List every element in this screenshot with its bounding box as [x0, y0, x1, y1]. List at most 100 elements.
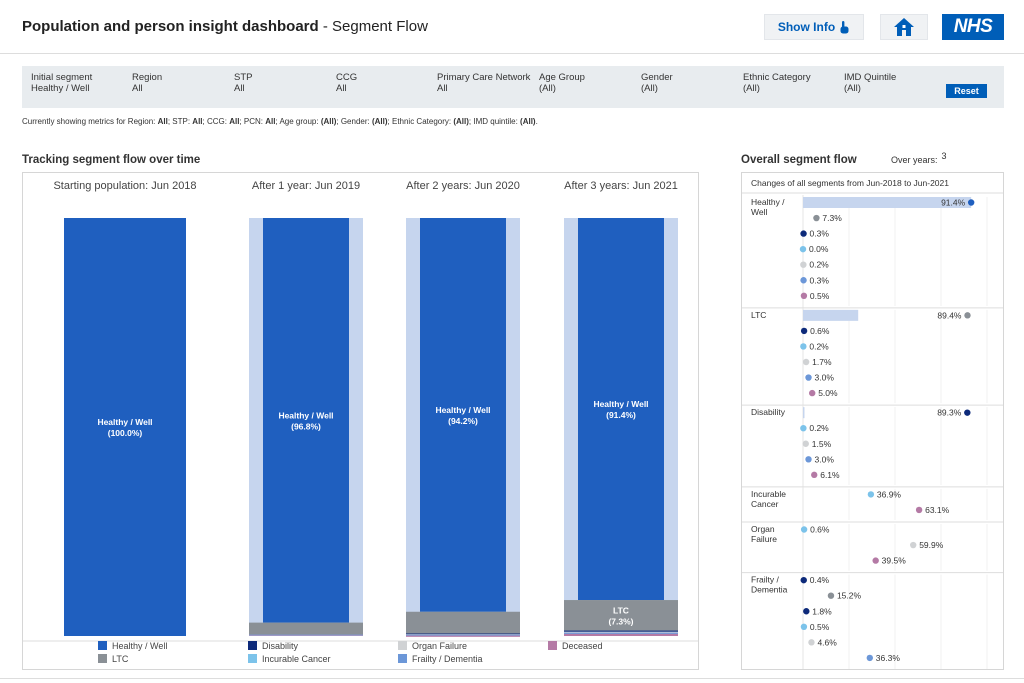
title-page-name: Segment Flow — [332, 18, 428, 35]
bar-value-label-healthy-well: (94.2%) — [448, 416, 478, 426]
flow-point-deceased[interactable] — [915, 506, 923, 514]
flow-point-ltc[interactable] — [964, 312, 971, 319]
bottom-divider — [0, 678, 1024, 679]
metrics-note-text: ; Age group: — [275, 117, 321, 126]
flow-point-deceased[interactable] — [811, 471, 818, 479]
group-label-frailty-dementia: Frailty / — [751, 575, 780, 585]
overall-flow-subtitle: Changes of all segments from Jun-2018 to… — [751, 178, 949, 188]
flow-point-disability[interactable] — [803, 608, 810, 615]
bar-segment-deceased[interactable] — [564, 633, 678, 636]
flow-point-organ-failure[interactable] — [802, 358, 810, 366]
flow-value-label: 59.9% — [919, 540, 944, 550]
legend-swatch-disability — [248, 641, 257, 650]
flow-point-incurable-cancer[interactable] — [800, 425, 807, 432]
flow-point-organ-failure[interactable] — [802, 440, 809, 447]
filter-label: Initial segment — [31, 72, 93, 83]
flow-value-label: 89.3% — [937, 408, 962, 418]
flow-point-incurable-cancer[interactable] — [800, 526, 808, 533]
bar-segment-organ-failure[interactable] — [564, 631, 678, 633]
flow-point-frailty-dementia[interactable] — [800, 277, 807, 284]
filter-label: Primary Care Network — [437, 72, 531, 83]
bar-label-healthy-well: Healthy / Well — [435, 405, 490, 415]
filter-label: STP — [234, 72, 253, 83]
flow-point-incurable-cancer[interactable] — [800, 623, 808, 630]
flow-value-label: 0.5% — [810, 622, 830, 632]
flow-point-healthy-well[interactable] — [967, 199, 975, 206]
reset-button[interactable]: Reset — [946, 84, 987, 98]
filter-ethnic-category[interactable]: Ethnic Category (All) — [743, 72, 811, 94]
flow-point-ltc[interactable] — [813, 214, 820, 222]
bar-label-healthy-well: Healthy / Well — [97, 417, 152, 427]
filter-age-group[interactable]: Age Group (All) — [539, 72, 585, 94]
legend-swatch-ltc — [98, 654, 107, 663]
flow-value-label: 39.5% — [882, 556, 907, 566]
bar-segment-ltc[interactable] — [406, 611, 520, 634]
filter-imd-quintile[interactable]: IMD Quintile (All) — [844, 72, 896, 94]
flow-value-label: 0.4% — [810, 575, 830, 585]
metrics-note: Currently showing metrics for Region: Al… — [22, 117, 538, 126]
filter-ccg[interactable]: CCG All — [336, 72, 357, 94]
flow-point-deceased[interactable] — [809, 389, 816, 397]
group-label-disability: Disability — [751, 407, 786, 417]
show-info-button[interactable]: Show Info — [764, 14, 864, 40]
flow-point-frailty-dementia[interactable] — [866, 654, 873, 662]
bar-segment-ltc[interactable] — [249, 622, 363, 635]
flow-value-label: 0.6% — [810, 326, 830, 336]
metrics-note-value: All — [192, 117, 203, 126]
group-label-organ-failure: Failure — [751, 534, 777, 544]
filter-primary-care-network[interactable]: Primary Care Network All — [437, 72, 530, 94]
flow-point-disability[interactable] — [964, 409, 971, 416]
flow-point-disability[interactable] — [800, 327, 808, 335]
bar-segment-healthy-well[interactable] — [263, 218, 349, 623]
filter-bar: Reset Initial segment Healthy / Well Regio… — [22, 66, 1004, 108]
flow-value-label: 0.5% — [810, 291, 830, 301]
bar-label-healthy-well: Healthy / Well — [593, 399, 648, 409]
bar-segment-deceased[interactable] — [406, 635, 520, 637]
bar-segment-disability[interactable] — [564, 630, 678, 632]
flow-value-label: 3.0% — [815, 373, 835, 383]
bar-segment-disability[interactable] — [406, 633, 520, 635]
flow-point-frailty-dementia[interactable] — [805, 456, 812, 463]
column-header-2: After 2 years: Jun 2020 — [406, 180, 520, 192]
metrics-note-value: All — [265, 117, 276, 126]
flow-point-disability[interactable] — [800, 230, 807, 237]
group-label-healthy-well: Well — [751, 207, 767, 217]
flow-point-ltc[interactable] — [827, 592, 835, 599]
filter-initial-segment[interactable]: Initial segment Healthy / Well — [31, 72, 92, 94]
flow-point-organ-failure[interactable] — [910, 541, 917, 549]
flow-point-disability[interactable] — [800, 576, 807, 584]
flow-point-deceased[interactable] — [800, 292, 808, 299]
filter-stp[interactable]: STP All — [234, 72, 252, 94]
bar-segment-healthy-well[interactable] — [578, 218, 664, 601]
over-years-control[interactable]: Over years: 3 — [891, 151, 947, 165]
filter-label: CCG — [336, 72, 358, 83]
bar-segment-healthy-well[interactable] — [64, 218, 186, 636]
legend-label-disability: Disability — [262, 641, 299, 651]
group-label-organ-failure: Organ — [751, 524, 775, 534]
flow-point-incurable-cancer[interactable] — [867, 491, 875, 498]
bar-segment-frailty-dementia[interactable] — [564, 632, 678, 634]
flow-point-deceased[interactable] — [872, 557, 879, 564]
flow-point-organ-failure[interactable] — [808, 639, 815, 646]
bar-label-ltc: LTC — [613, 605, 629, 615]
bar-label-healthy-well: Healthy / Well — [278, 410, 333, 420]
bar-segment-healthy-well[interactable] — [420, 218, 506, 612]
bar-segment-frailty-dementia[interactable] — [406, 634, 520, 636]
legend-label-incurable-cancer: Incurable Cancer — [262, 654, 331, 664]
flow-point-incurable-cancer[interactable] — [800, 343, 807, 350]
bar-segment-ltc[interactable] — [564, 600, 678, 631]
legend-swatch-incurable-cancer — [248, 654, 257, 663]
group-label-ltc: LTC — [751, 310, 766, 320]
filter-region[interactable]: Region All — [132, 72, 162, 94]
header: Population and person insight dashboard … — [0, 0, 1024, 54]
filter-label: Age Group — [539, 72, 585, 83]
filter-gender[interactable]: Gender (All) — [641, 72, 673, 94]
flow-point-incurable-cancer[interactable] — [799, 245, 807, 253]
flow-value-label: 15.2% — [837, 591, 862, 601]
flow-point-organ-failure[interactable] — [800, 261, 807, 268]
home-button[interactable] — [880, 14, 928, 40]
metrics-note-value: All — [157, 117, 168, 126]
flow-point-frailty-dementia[interactable] — [805, 374, 812, 381]
legend-swatch-frailty-dementia — [398, 654, 407, 663]
filter-label: Gender — [641, 72, 673, 83]
